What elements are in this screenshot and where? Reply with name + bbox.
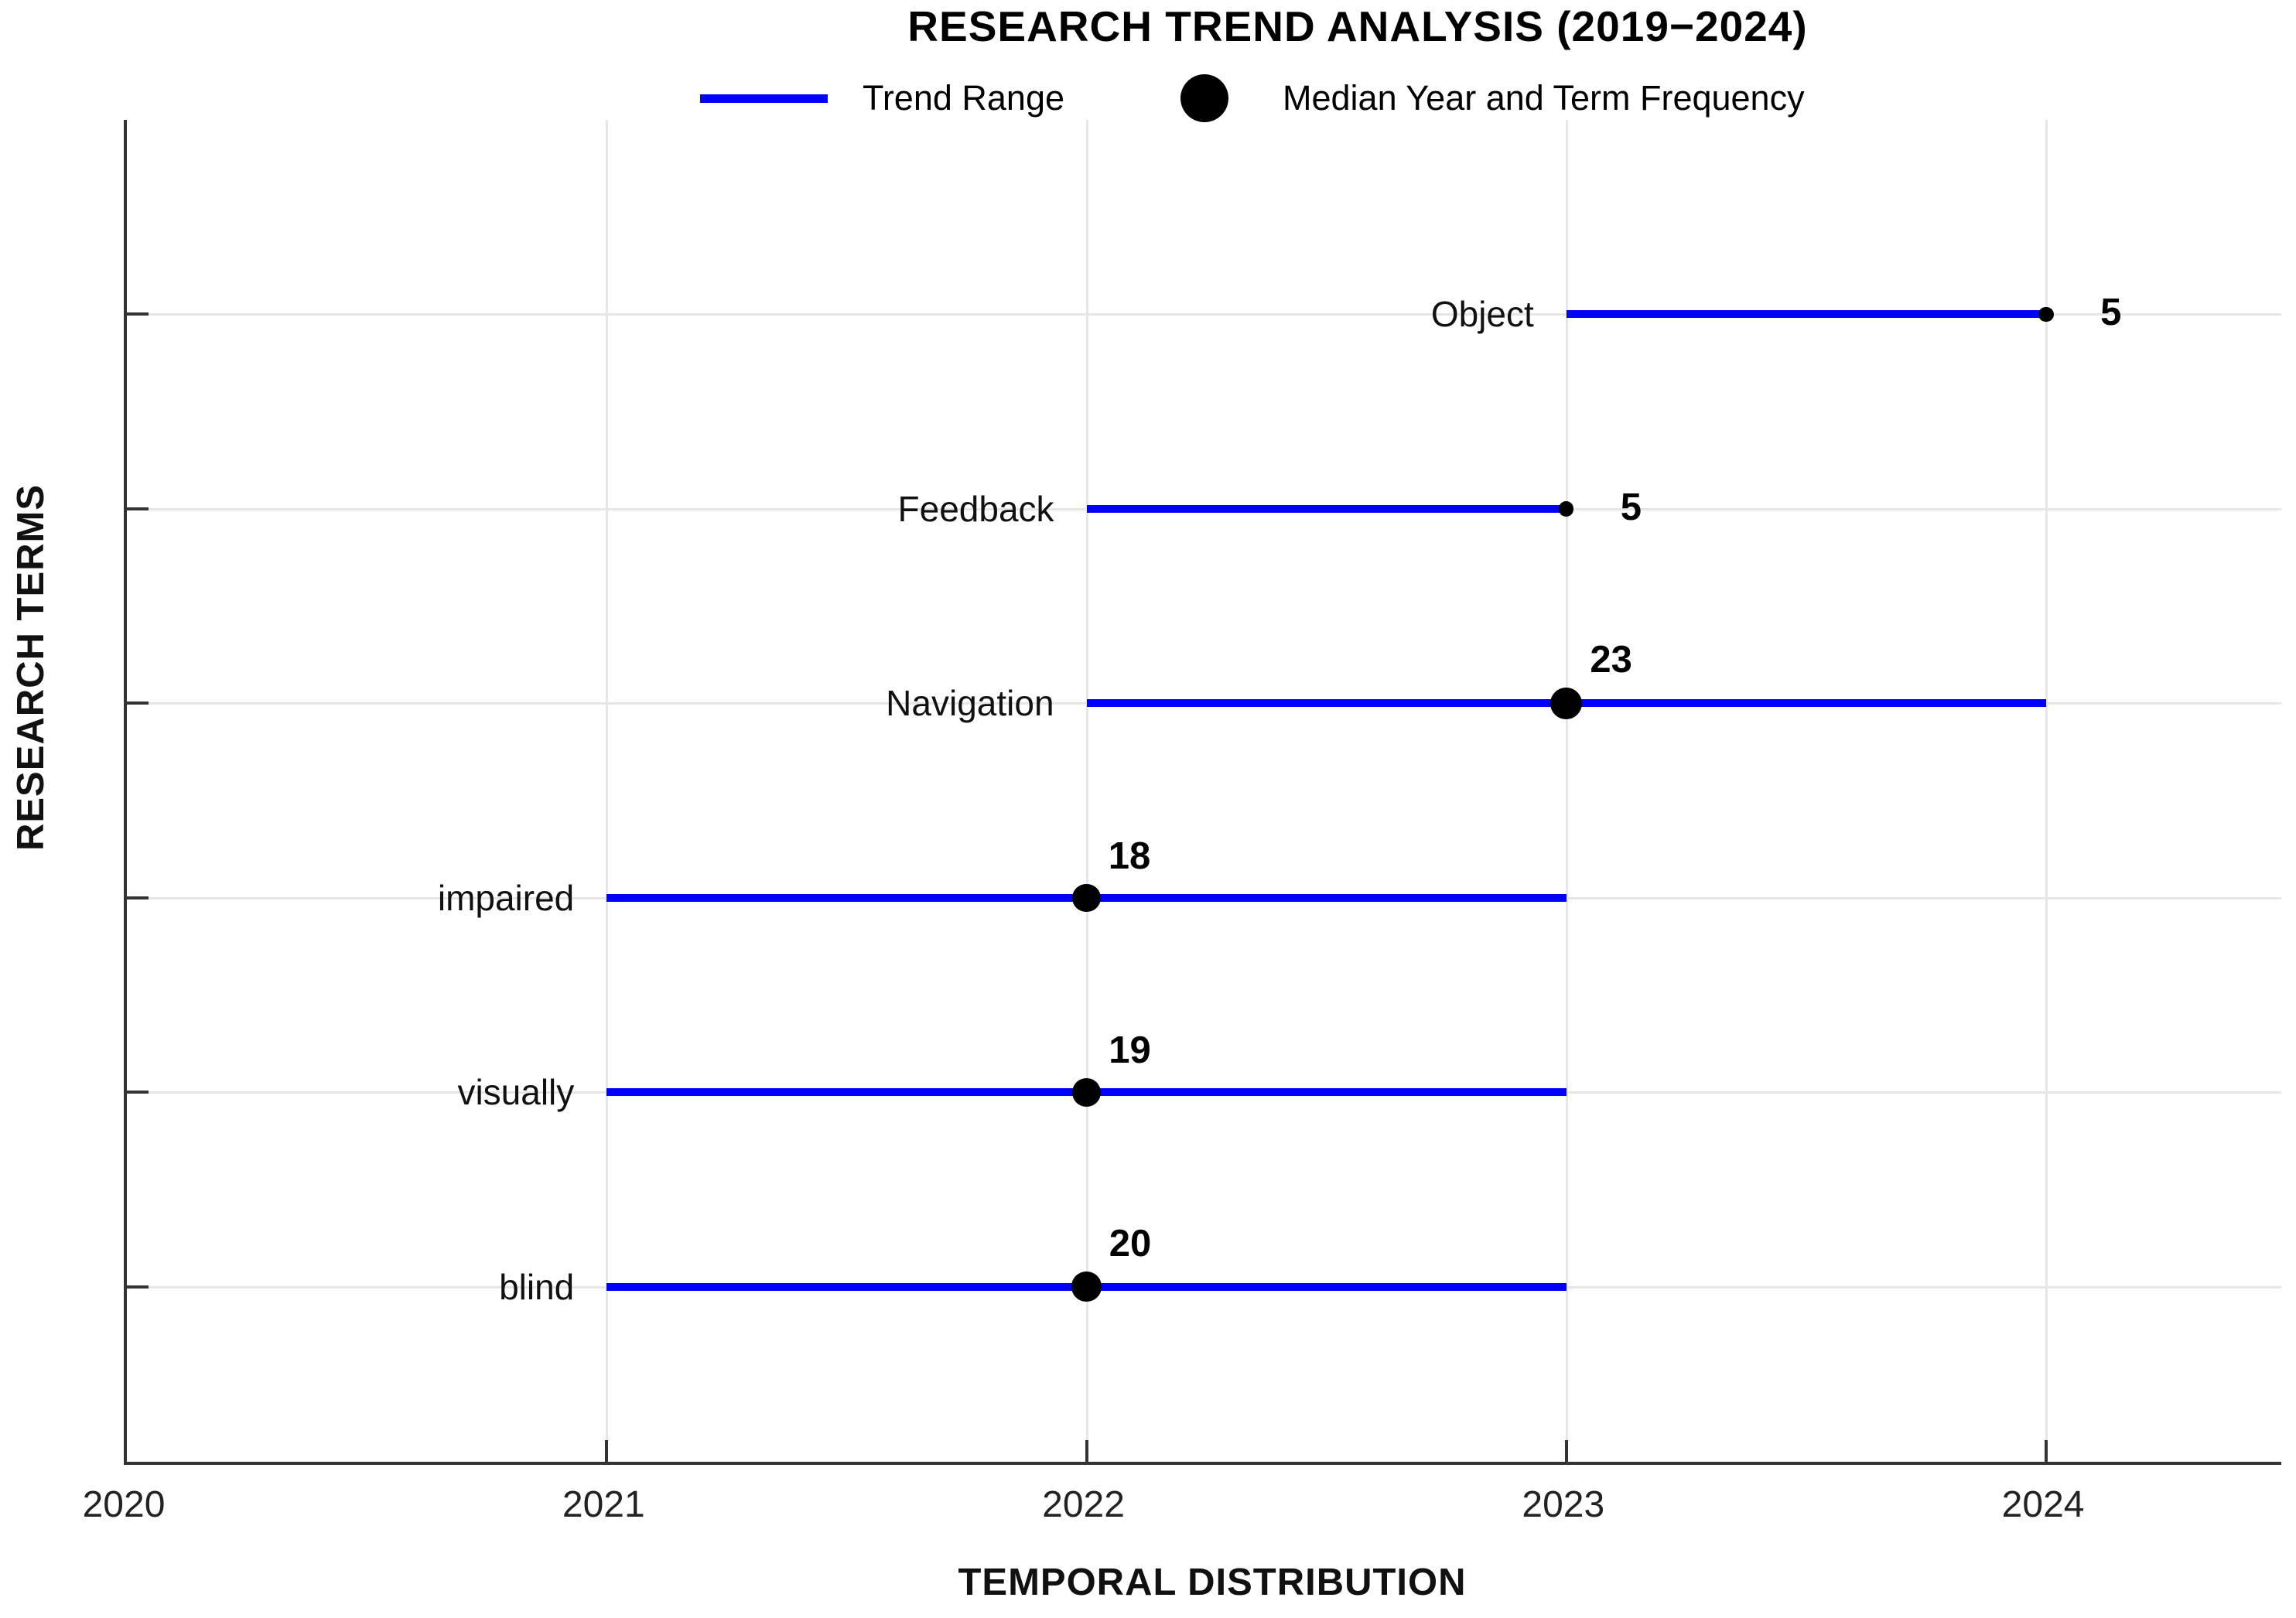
y-tick <box>127 1285 149 1289</box>
median-dot <box>1071 1272 1102 1302</box>
x-tick-labels: 2020 2021 2022 2023 2024 <box>83 1483 2278 1530</box>
median-dot <box>1559 501 1574 517</box>
frequency-label: 19 <box>1109 1029 1151 1071</box>
x-tick-label: 2022 <box>1042 1484 1125 1525</box>
y-tick <box>127 507 149 510</box>
x-tick-label: 2023 <box>1522 1484 1605 1525</box>
v-gridline <box>2045 120 2048 1462</box>
y-tick <box>127 312 149 316</box>
v-gridline <box>606 120 609 1462</box>
x-tick <box>605 1440 609 1462</box>
term-label: Navigation <box>886 683 1054 724</box>
x-axis-label: TEMPORAL DISTRIBUTION <box>958 1562 1467 1603</box>
median-dot <box>1071 1077 1102 1107</box>
trend-range-line <box>1566 310 2047 319</box>
x-tick-label: 2020 <box>82 1484 166 1525</box>
term-label: blind <box>499 1266 575 1307</box>
v-gridline <box>1565 120 1568 1462</box>
legend: Trend Range Median Year and Term Frequen… <box>700 74 1805 122</box>
x-tick <box>1085 1440 1088 1462</box>
legend-label-median: Median Year and Term Frequency <box>1283 78 1805 118</box>
trend-range-line-swatch <box>700 94 828 103</box>
term-label: Object <box>1430 294 1534 335</box>
y-tick <box>127 701 149 705</box>
median-dot <box>2038 306 2054 323</box>
median-dot <box>1550 687 1583 719</box>
median-dot-swatch <box>1180 74 1228 122</box>
y-tick <box>127 1091 149 1094</box>
x-tick-label: 2024 <box>2001 1484 2085 1525</box>
y-tick <box>127 896 149 899</box>
frequency-label: 5 <box>1620 486 1642 528</box>
frequency-label: 23 <box>1590 638 1632 681</box>
h-gridline <box>127 313 2281 316</box>
term-label: impaired <box>437 877 575 918</box>
legend-label-trend-range: Trend Range <box>863 78 1064 118</box>
x-tick-label: 2021 <box>562 1484 645 1525</box>
y-axis-label: RESEARCH TERMS <box>10 483 52 852</box>
x-tick <box>1564 1440 1568 1462</box>
x-tick <box>2045 1440 2048 1462</box>
median-dot <box>1072 883 1101 913</box>
term-label: Feedback <box>897 488 1054 529</box>
plot-area: Object 5 Feedback 5 Navigation 23 impaired 18 vi… <box>124 120 2281 1465</box>
trend-range-line <box>1086 504 1567 513</box>
frequency-label: 20 <box>1109 1223 1152 1265</box>
frequency-label: 5 <box>2100 292 2122 334</box>
chart-title: RESEARCH TREND ANALYSIS (2019−2024) <box>907 2 1808 50</box>
v-gridline <box>1085 120 1088 1462</box>
frequency-label: 18 <box>1108 835 1151 877</box>
term-label: visually <box>457 1072 575 1113</box>
